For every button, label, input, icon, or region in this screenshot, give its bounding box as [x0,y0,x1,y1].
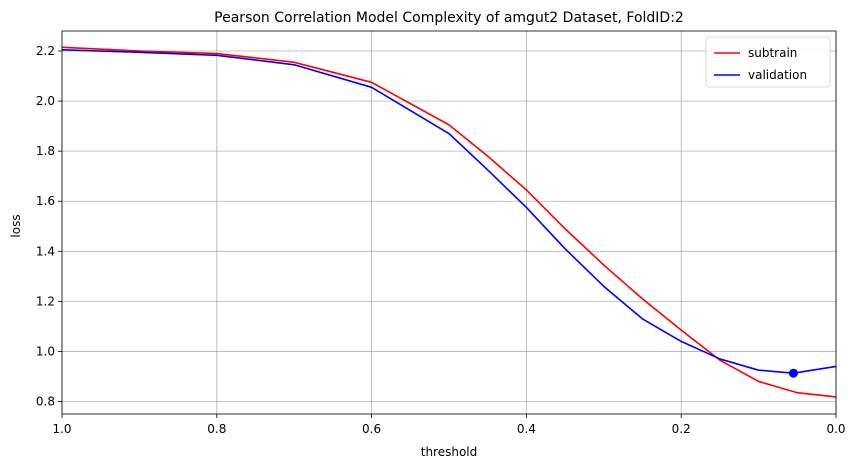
y-tick-label: 2.0 [36,94,55,108]
chart-title: Pearson Correlation Model Complexity of … [214,10,684,26]
x-axis-ticks: 1.0 0.8 0.6 0.4 0.2 0.0 [52,414,846,436]
x-tick-label: 0.6 [362,422,381,436]
y-tick-label: 2.2 [36,44,55,58]
x-axis-label: threshold [421,445,478,459]
y-tick-label: 1.6 [36,194,55,208]
y-tick-label: 1.4 [36,244,55,258]
x-tick-label: 0.2 [672,422,691,436]
legend: subtrain validation [705,36,831,88]
subtrain-line [61,46,837,398]
x-tick-label: 0.4 [517,422,536,436]
y-axis-ticks: 0.8 1.0 1.2 1.4 1.6 1.8 2.0 2.2 [36,44,62,408]
legend-label-subtrain: subtrain [748,46,797,60]
validation-line [61,48,837,375]
y-tick-label: 1.2 [36,294,55,308]
grid [61,31,837,414]
legend-label-validation: validation [748,68,807,82]
x-tick-label: 0.8 [207,422,226,436]
y-axis-label: loss [9,214,23,237]
plot-frame [61,30,837,415]
x-tick-label: 0.0 [826,422,845,436]
plot-area [61,46,837,398]
x-tick-label: 1.0 [52,422,71,436]
validation-min-marker [788,368,798,378]
y-tick-label: 1.0 [36,344,55,358]
y-tick-label: 1.8 [36,144,55,158]
y-tick-label: 0.8 [36,394,55,408]
